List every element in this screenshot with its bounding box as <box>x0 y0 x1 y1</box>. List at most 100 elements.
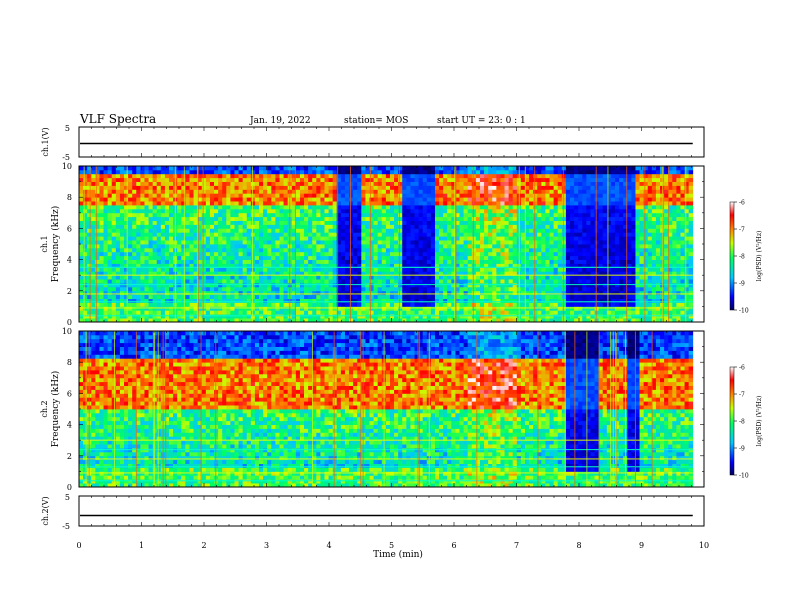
spectrogram-cell <box>394 185 399 190</box>
spectrogram-cell <box>541 275 546 280</box>
spectrogram-cell <box>189 251 194 257</box>
spectrogram-cell <box>218 275 223 280</box>
spectrogram-cell <box>263 298 268 303</box>
spectrogram-cell <box>308 247 313 253</box>
spectrogram-cell <box>242 197 248 202</box>
spectrogram-cell <box>152 166 158 171</box>
spectrogram-cell <box>295 232 301 237</box>
spectrogram-cell <box>492 185 497 190</box>
spectrogram-cell <box>484 271 489 276</box>
spectrogram-cell <box>275 216 280 221</box>
spectrogram-cell <box>209 208 215 214</box>
spectrogram-cell <box>434 208 440 214</box>
spectrogram-cell <box>361 224 366 229</box>
spectrogram-cell <box>475 279 481 284</box>
spectrogram-cell <box>484 201 489 206</box>
spectrogram-cell <box>340 166 346 171</box>
spectrogram-cell <box>447 275 452 280</box>
spectrogram-cell <box>369 255 374 260</box>
spectrogram-cell <box>369 193 374 198</box>
spectrogram-cell <box>222 216 227 221</box>
spectrogram-cell <box>214 255 219 260</box>
spectrogram-cell <box>357 247 362 253</box>
spectrogram-cell <box>574 212 579 218</box>
spectrogram-cell <box>222 298 227 303</box>
spectrogram-cell <box>533 294 538 299</box>
spectrogram-cell <box>422 166 428 171</box>
spectrogram-cell <box>565 185 571 190</box>
spectrogram-cell <box>214 286 219 292</box>
spectrogram-cell <box>439 294 444 299</box>
spectrogram-cell <box>398 205 403 210</box>
spectrogram-cell <box>312 232 317 237</box>
spectrogram-cell <box>156 185 162 190</box>
spectrogram-cell <box>304 267 309 272</box>
spectrogram-cell <box>234 247 239 253</box>
spectrogram-cell <box>328 302 334 307</box>
spectrogram-cell <box>537 318 542 323</box>
spectrogram-cell <box>582 181 587 186</box>
spectrogram-cell <box>557 197 563 202</box>
spectrogram-cell <box>365 197 370 202</box>
spectrogram-cell <box>389 263 395 268</box>
spectrogram-cell <box>561 259 567 264</box>
spectrogram-cell <box>160 169 166 175</box>
spectrogram-cell <box>230 201 235 206</box>
spectrogram-cell <box>103 208 109 214</box>
spectrogram-cell <box>250 259 256 264</box>
spectrogram-cell <box>259 310 264 315</box>
spectrogram-cell <box>410 185 415 190</box>
spectrogram-cell <box>410 169 415 175</box>
spectrogram-cell <box>328 232 334 237</box>
spectrogram-cell <box>107 275 113 280</box>
spectrogram-cell <box>402 251 407 257</box>
spectrogram-cell <box>95 169 100 175</box>
spectrogram-cell <box>439 181 444 186</box>
spectrogram-cell <box>250 189 256 194</box>
spectrogram-cell <box>115 240 121 245</box>
spectrogram-cell <box>115 263 121 268</box>
spectrogram-cell <box>353 267 358 272</box>
spectrogram-cell <box>430 224 436 229</box>
spectrogram-cell <box>312 228 317 233</box>
spectrogram-cell <box>332 247 338 253</box>
spectrogram-cell <box>385 310 391 315</box>
spectrogram-cell <box>308 193 313 198</box>
spectrogram-cell <box>357 290 362 296</box>
spectrogram-cell <box>561 197 567 202</box>
spectrogram-cell <box>561 286 567 292</box>
spectrogram-cell <box>414 259 420 264</box>
spectrogram-cell <box>459 290 465 296</box>
spectrogram-cell <box>426 286 432 292</box>
spectrogram-cell <box>238 318 244 323</box>
spectrogram-cell <box>103 294 109 299</box>
spectrogram-cell <box>545 247 550 253</box>
spectrogram-cell <box>434 181 440 186</box>
spectrogram-cell <box>443 298 448 303</box>
spectrogram-cell <box>508 275 514 280</box>
spectrogram-cell <box>164 263 170 268</box>
spectrogram-cell <box>447 244 452 249</box>
spectrogram-cell <box>377 255 383 260</box>
spectrogram-cell <box>164 185 170 190</box>
spectrogram-cell <box>83 247 88 253</box>
spectrogram-cell <box>565 166 571 171</box>
spectrogram-cell <box>557 275 563 280</box>
spectrogram-cell <box>214 197 219 202</box>
spectrogram-cell <box>426 185 432 190</box>
spectrogram-cell <box>418 224 424 229</box>
spectrogram-cell <box>373 189 379 194</box>
spectrogram-cell <box>205 302 211 307</box>
spectrogram-cell <box>381 255 387 260</box>
spectrogram-cell <box>156 298 162 303</box>
spectrogram-cell <box>275 302 280 307</box>
spectrogram-cell <box>398 224 403 229</box>
spectrogram-cell <box>328 271 334 276</box>
spectrogram-cell <box>488 201 493 206</box>
spectrogram-cell <box>148 294 154 299</box>
spectrogram-cell <box>582 318 587 323</box>
spectrogram-cell <box>226 205 231 210</box>
spectrogram-cell <box>574 169 579 175</box>
spectrogram-cell <box>87 290 92 296</box>
spectrogram-cell <box>443 228 448 233</box>
